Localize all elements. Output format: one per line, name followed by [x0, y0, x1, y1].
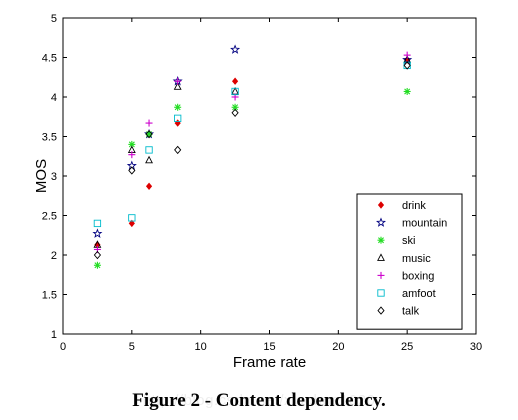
point-boxing — [403, 51, 411, 59]
legend-label-drink: drink — [402, 200, 426, 212]
point-talk — [145, 129, 153, 139]
legend-marker-talk — [377, 306, 385, 315]
point-boxing — [174, 77, 182, 85]
legend-label-ski: ski — [402, 235, 415, 247]
point-drink — [231, 77, 239, 85]
data-points — [92, 44, 413, 269]
legend-label-talk: talk — [402, 306, 420, 318]
legend-marker-music — [377, 253, 385, 261]
legend-box — [356, 193, 463, 330]
x-tick-label: 25 — [401, 341, 413, 353]
point-amfoot — [145, 146, 153, 154]
watermark: http://blog.csdn.net/xiaohua1020 — [142, 392, 376, 409]
y-tick-label: 2 — [51, 250, 57, 262]
y-tick-label: 1 — [51, 329, 57, 341]
figure-caption: Figure 2 - Content dependency. — [132, 390, 386, 411]
point-boxing — [145, 119, 153, 127]
x-axis-label: Frame rate — [233, 354, 306, 371]
y-tick-label: 4.5 — [42, 53, 57, 65]
y-tick-label: 1.5 — [42, 290, 57, 302]
point-talk — [174, 145, 182, 155]
point-amfoot — [93, 219, 102, 228]
point-drink — [145, 182, 153, 190]
legend-label-boxing: boxing — [402, 270, 434, 282]
point-talk — [231, 108, 239, 117]
legend-marker-boxing — [377, 271, 385, 279]
x-tick-label: 0 — [60, 341, 66, 353]
point-talk — [128, 166, 136, 175]
point-talk — [403, 61, 411, 70]
point-music — [145, 155, 153, 164]
x-tick-label: 10 — [195, 341, 207, 353]
point-talk — [93, 250, 102, 260]
x-tick-label: 5 — [129, 341, 135, 353]
legend-label-amfoot: amfoot — [402, 288, 436, 300]
point-mountain — [230, 44, 241, 54]
point-ski — [174, 103, 182, 111]
point-music — [173, 82, 182, 90]
y-tick-label: 2.5 — [42, 211, 57, 223]
legend-marker-mountain — [376, 217, 386, 227]
point-boxing — [128, 151, 136, 159]
point-ski — [128, 140, 136, 148]
legend-marker-amfoot — [377, 289, 385, 297]
legend-marker-drink — [377, 201, 385, 209]
point-ski — [403, 87, 411, 95]
point-ski — [93, 261, 101, 269]
y-tick-label: 4 — [51, 92, 57, 104]
x-tick-label: 15 — [263, 341, 275, 353]
y-axis-label: MOS — [33, 159, 50, 193]
point-drink — [128, 219, 135, 228]
y-tick-label: 3 — [51, 171, 57, 183]
legend: drink mountain ski music boxing amfoot talk — [356, 193, 463, 330]
legend-label-music: music — [402, 253, 431, 265]
point-mountain — [92, 228, 103, 238]
point-amfoot — [174, 114, 182, 122]
point-amfoot — [231, 87, 239, 96]
y-tick-label: 5 — [51, 13, 57, 25]
point-amfoot — [128, 214, 136, 222]
x-tick-label: 30 — [470, 341, 482, 353]
x-tick-label: 20 — [332, 341, 344, 353]
legend-marker-ski — [377, 236, 385, 244]
legend-label-mountain: mountain — [402, 218, 447, 230]
y-tick-label: 3.5 — [42, 132, 57, 144]
axis-ticks: 0 5 10 15 20 25 30 1 1.5 2 2.5 3 3.5 4 4.5 5 — [42, 13, 482, 353]
